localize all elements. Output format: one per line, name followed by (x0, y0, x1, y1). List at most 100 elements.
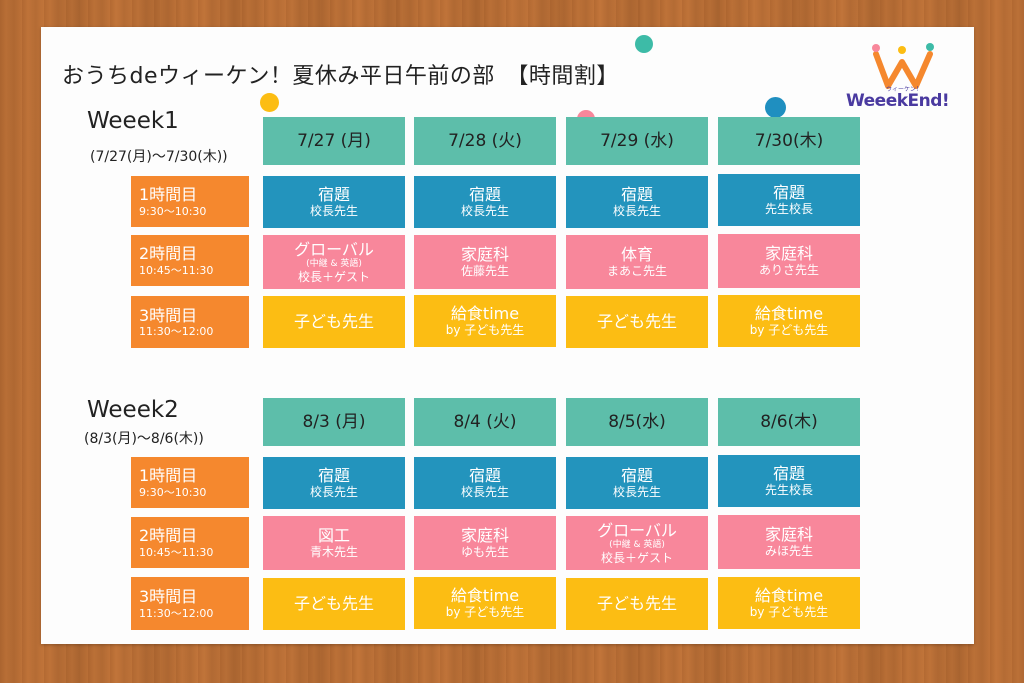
lesson-teacher: by 子ども先生 (445, 605, 525, 620)
decor-dot-yellow (260, 93, 279, 112)
lesson-title: 子ども先生 (293, 312, 374, 332)
lesson-title: 給食time (754, 304, 824, 324)
lesson-cell: 家庭科 佐藤先生 (414, 235, 556, 289)
lesson-title: 宿題 (772, 464, 805, 484)
lesson-teacher: 校長先生 (612, 204, 661, 219)
lesson-title: 宿題 (772, 183, 805, 203)
weeekend-logo-icon (872, 43, 934, 89)
day-header: 7/29 (水) (566, 117, 708, 165)
lesson-teacher: 先生校長 (764, 483, 813, 498)
lesson-cell: 給食time by 子ども先生 (414, 577, 556, 629)
week1-range: (7/27(月)〜7/30(木)) (90, 149, 228, 165)
period-name: 2時間目 (139, 244, 198, 264)
lesson-title: グローバル (294, 239, 374, 259)
lesson-cell: 図工 青木先生 (263, 516, 405, 570)
day-header: 7/27 (月) (263, 117, 405, 165)
lesson-title: 家庭科 (764, 525, 813, 545)
lesson-cell: 体育 まあこ先生 (566, 235, 708, 289)
period-name: 3時間目 (139, 305, 198, 325)
period-name: 1時間目 (139, 466, 198, 486)
lesson-title: 家庭科 (460, 245, 509, 265)
lesson-cell: 家庭科 ゆも先生 (414, 516, 556, 570)
lesson-cell: 宿題 校長先生 (414, 176, 556, 228)
lesson-note: (中継 & 英語) (609, 540, 665, 550)
lesson-teacher: ありさ先生 (758, 263, 819, 278)
lesson-cell: グローバル (中継 & 英語) 校長＋ゲスト (566, 516, 708, 570)
lesson-title: 宿題 (317, 466, 350, 486)
lesson-title: 宿題 (620, 466, 653, 486)
period-time: 11:30〜12:00 (139, 606, 214, 620)
decor-dot-teal (635, 35, 653, 53)
lesson-teacher: by 子ども先生 (445, 323, 525, 338)
lesson-teacher: 校長先生 (460, 204, 509, 219)
period-time: 9:30〜10:30 (139, 204, 207, 218)
lesson-title: 給食time (450, 304, 520, 324)
period-name: 3時間目 (139, 587, 198, 607)
lesson-teacher: 校長先生 (612, 485, 661, 500)
lesson-teacher: 先生校長 (764, 202, 813, 217)
logo-text: WeeekEnd! (846, 91, 950, 111)
day-header: 7/28 (火) (414, 117, 556, 165)
lesson-title: 体育 (620, 245, 653, 265)
period-time: 10:45〜11:30 (139, 263, 214, 277)
period-3: 3時間目 11:30〜12:00 (131, 296, 249, 348)
lesson-cell: 給食time by 子ども先生 (718, 577, 860, 629)
week2-label: Weeek2 (87, 397, 179, 423)
lesson-teacher: 校長先生 (460, 485, 509, 500)
lesson-cell: 給食time by 子ども先生 (718, 295, 860, 347)
period-name: 2時間目 (139, 526, 198, 546)
lesson-cell: 子ども先生 (566, 296, 708, 348)
day-header: 8/3 (月) (263, 398, 405, 446)
lesson-teacher: by 子ども先生 (749, 323, 829, 338)
lesson-cell: 宿題 先生校長 (718, 174, 860, 226)
lesson-title: 給食time (450, 586, 520, 606)
lesson-teacher: 校長先生 (309, 485, 358, 500)
lesson-title: 家庭科 (764, 244, 813, 264)
lesson-title: 子ども先生 (293, 594, 374, 614)
day-header: 8/5(水) (566, 398, 708, 446)
lesson-title: 子ども先生 (596, 594, 677, 614)
lesson-teacher: まあこ先生 (606, 264, 667, 279)
period-1: 1時間目 9:30〜10:30 (131, 176, 249, 227)
lesson-cell: 宿題 校長先生 (263, 176, 405, 228)
lesson-title: 子ども先生 (596, 312, 677, 332)
lesson-cell: 子ども先生 (263, 296, 405, 348)
lesson-title: 宿題 (468, 185, 501, 205)
lesson-cell: 宿題 校長先生 (263, 457, 405, 509)
lesson-title: 家庭科 (460, 526, 509, 546)
lesson-cell: 子ども先生 (263, 578, 405, 630)
lesson-teacher: by 子ども先生 (749, 605, 829, 620)
lesson-title: グローバル (597, 520, 677, 540)
period-time: 10:45〜11:30 (139, 545, 214, 559)
lesson-cell: 宿題 校長先生 (414, 457, 556, 509)
lesson-cell: 宿題 校長先生 (566, 176, 708, 228)
period-1: 1時間目 9:30〜10:30 (131, 457, 249, 508)
lesson-teacher: 校長＋ゲスト (297, 269, 370, 284)
lesson-cell: 宿題 先生校長 (718, 455, 860, 507)
page-title: おうちdeウィーケン！夏休み平日午前の部 【時間割】 (62, 64, 619, 89)
lesson-title: 宿題 (468, 466, 501, 486)
period-2: 2時間目 10:45〜11:30 (131, 235, 249, 286)
lesson-cell: 家庭科 みほ先生 (718, 515, 860, 569)
lesson-note: (中継 & 英語) (306, 259, 362, 269)
period-time: 9:30〜10:30 (139, 485, 207, 499)
lesson-teacher: 佐藤先生 (460, 264, 509, 279)
lesson-cell: 宿題 校長先生 (566, 457, 708, 509)
lesson-title: 給食time (754, 586, 824, 606)
day-header: 7/30(木) (718, 117, 860, 165)
week2-range: (8/3(月)〜8/6(木)) (84, 431, 204, 447)
day-header: 8/6(木) (718, 398, 860, 446)
period-time: 11:30〜12:00 (139, 325, 214, 338)
week1-label: Weeek1 (87, 108, 179, 134)
lesson-cell: 給食time by 子ども先生 (414, 295, 556, 347)
lesson-teacher: 校長＋ゲスト (600, 550, 673, 565)
period-2: 2時間目 10:45〜11:30 (131, 517, 249, 568)
logo-subtitle: ウィーケン！ (886, 86, 922, 93)
period-3: 3時間目 11:30〜12:00 (131, 577, 249, 630)
lesson-teacher: みほ先生 (764, 544, 813, 559)
lesson-cell: 子ども先生 (566, 578, 708, 630)
decor-dot-blue (765, 97, 786, 118)
period-name: 1時間目 (139, 185, 198, 205)
lesson-title: 宿題 (620, 185, 653, 205)
lesson-teacher: 校長先生 (309, 204, 358, 219)
